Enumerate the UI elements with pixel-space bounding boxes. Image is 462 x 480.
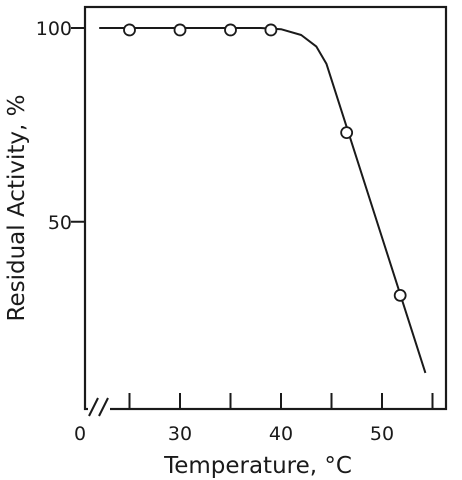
data-point xyxy=(264,23,278,37)
plot-frame xyxy=(83,5,448,411)
axis-break-slash xyxy=(88,397,99,417)
x-tick-label: 30 xyxy=(168,423,192,445)
x-axis-title: Temperature, °C xyxy=(163,453,352,479)
axis-break-slash xyxy=(98,397,109,417)
data-point xyxy=(173,23,187,37)
fit-curve xyxy=(99,27,427,374)
data-point xyxy=(224,23,237,37)
x-tick-label: 40 xyxy=(269,423,293,445)
x-origin-label: 0 xyxy=(74,423,86,445)
y-tick-label: 50 xyxy=(48,212,72,234)
y-tick-label: 100 xyxy=(36,18,72,40)
y-axis-title: Residual Activity, % xyxy=(4,95,30,322)
data-point xyxy=(123,23,136,37)
x-tick-label: 50 xyxy=(370,423,394,445)
data-point xyxy=(393,288,407,302)
data-point xyxy=(340,126,354,140)
